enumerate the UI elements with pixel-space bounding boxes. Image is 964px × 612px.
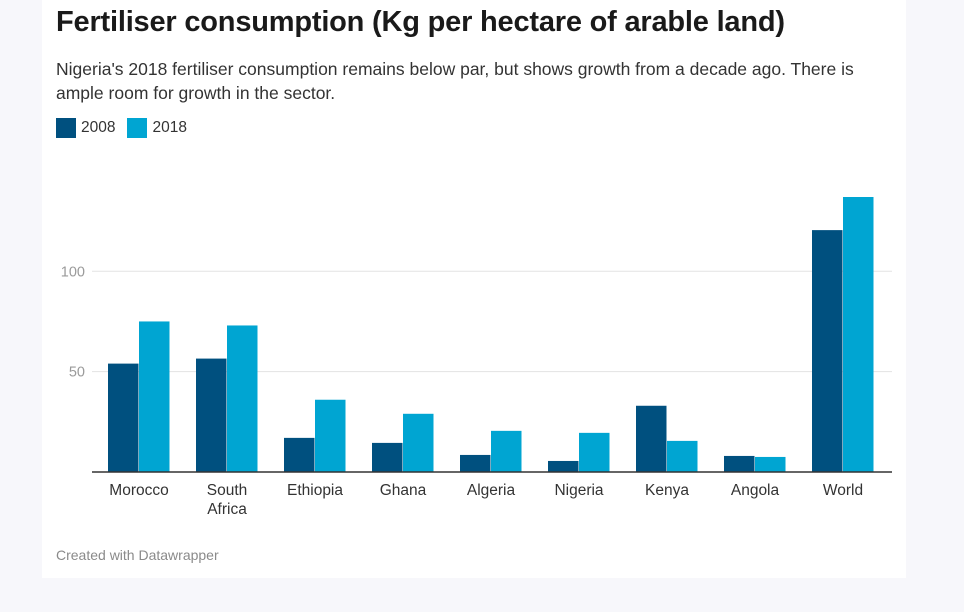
bar-morocco-2008 — [108, 363, 139, 472]
bar-world-2008 — [812, 230, 843, 472]
chart-legend: 2008 2018 — [56, 118, 199, 138]
bar-angola-2018 — [755, 456, 786, 472]
x-tick-label-algeria: Algeria — [467, 482, 516, 499]
x-tick-label-nigeria: Nigeria — [554, 482, 603, 499]
bar-nigeria-2018 — [579, 432, 610, 472]
bar-ghana-2018 — [403, 413, 434, 472]
legend-item-2018: 2018 — [127, 118, 187, 138]
bar-nigeria-2008 — [548, 460, 579, 472]
x-tick-label-ghana: Ghana — [380, 482, 427, 499]
bar-algeria-2008 — [460, 454, 491, 472]
bar-world-2018 — [843, 197, 874, 472]
x-tick-label-ethiopia: Ethiopia — [287, 482, 343, 499]
bar-kenya-2018 — [667, 440, 698, 472]
x-tick-label-world: World — [823, 482, 863, 499]
bar-ethiopia-2018 — [315, 399, 346, 472]
legend-label-2018: 2018 — [152, 119, 187, 136]
bar-ghana-2008 — [372, 442, 403, 472]
bar-kenya-2008 — [636, 405, 667, 472]
chart-card — [42, 0, 906, 578]
legend-item-2008: 2008 — [56, 118, 115, 138]
bar-ethiopia-2008 — [284, 437, 315, 472]
bar-south-africa-2008 — [196, 358, 227, 472]
y-tick-label-100: 100 — [61, 264, 85, 280]
legend-label-2008: 2008 — [81, 119, 116, 136]
bar-angola-2008 — [724, 455, 755, 472]
bar-south-africa-2018 — [227, 325, 258, 472]
chart-subtitle: Nigeria's 2018 fertiliser consumption re… — [56, 59, 854, 103]
x-tick-label-kenya: Kenya — [645, 482, 689, 499]
y-tick-label-50: 50 — [69, 365, 85, 381]
legend-swatch-2018 — [127, 118, 148, 138]
x-tick-label-morocco: Morocco — [109, 482, 168, 499]
bar-algeria-2018 — [491, 430, 522, 472]
x-tick-label-angola: Angola — [731, 482, 780, 499]
datawrapper-credit[interactable]: Created with Datawrapper — [56, 547, 219, 563]
bar-morocco-2018 — [139, 321, 170, 472]
chart-title: Fertiliser consumption (Kg per hectare o… — [56, 6, 785, 38]
x-tick-label-south-africa: South Africa — [207, 482, 248, 518]
legend-swatch-2008 — [56, 118, 76, 138]
